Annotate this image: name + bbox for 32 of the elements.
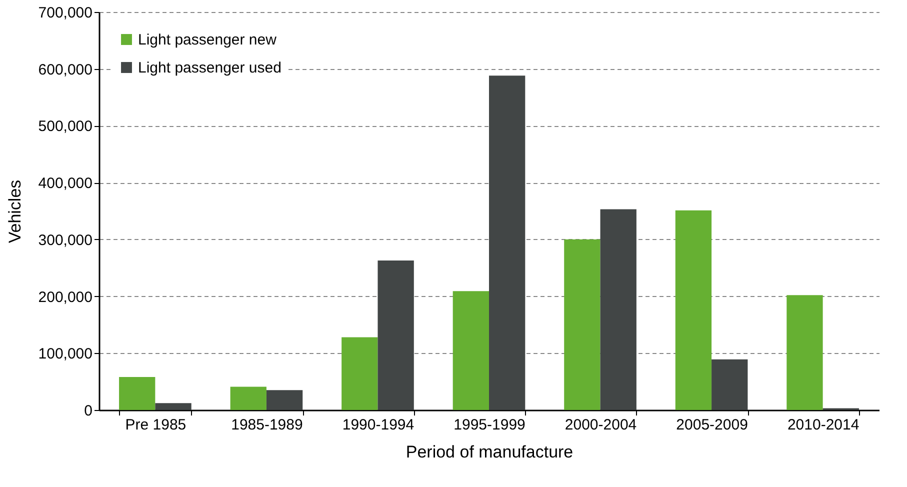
- legend-label: Light passenger used: [138, 60, 282, 76]
- legend-label: Light passenger new: [138, 32, 277, 48]
- y-tick-label: 200,000: [38, 288, 92, 306]
- y-tick-label: 400,000: [38, 175, 92, 192]
- bar: [564, 239, 600, 410]
- x-tick-label: Pre 1985: [125, 416, 186, 434]
- y-tick-label: 700,000: [38, 4, 92, 22]
- y-axis-title: Vehicles: [5, 180, 24, 244]
- bar: [342, 337, 378, 410]
- bar: [155, 403, 192, 410]
- y-tick-label: 0: [84, 402, 92, 420]
- bar: [489, 76, 526, 410]
- x-tick-label: 1985-1989: [231, 416, 303, 434]
- x-tick-label: 2005-2009: [676, 416, 748, 434]
- y-tick-label: 500,000: [38, 118, 92, 136]
- x-tick-label: 1995-1999: [454, 416, 526, 434]
- y-tick-label: 600,000: [38, 61, 92, 78]
- bar: [452, 291, 489, 410]
- bar: [675, 210, 712, 410]
- bar: [119, 377, 156, 410]
- y-tick-label: 100,000: [38, 346, 92, 363]
- bar: [712, 359, 748, 410]
- bar: [786, 295, 823, 410]
- x-tick-label: 2000-2004: [564, 416, 637, 434]
- x-tick-label: 1990-1994: [342, 416, 414, 434]
- x-tick-label: 2010-2014: [787, 416, 860, 434]
- bar: [378, 260, 414, 410]
- x-axis-title: Period of manufacture: [406, 442, 574, 462]
- bar: [230, 386, 266, 410]
- bar: [600, 209, 636, 410]
- y-tick-label: 300,000: [38, 232, 92, 249]
- bar: [266, 390, 303, 410]
